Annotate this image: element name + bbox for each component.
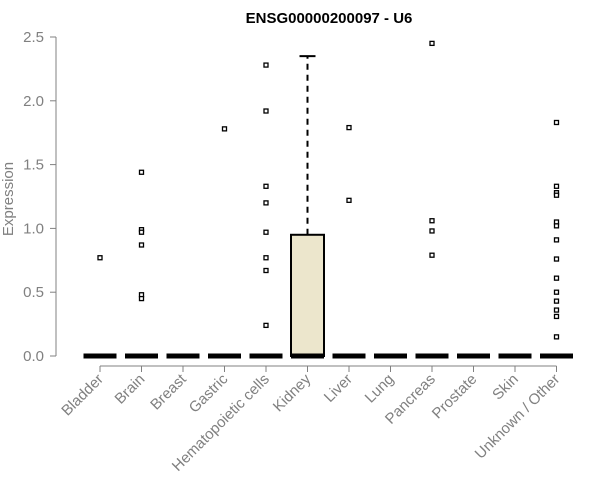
outlier-point bbox=[221, 126, 228, 132]
outlier-point bbox=[553, 183, 560, 189]
outliers-layer bbox=[97, 40, 560, 340]
x-tick-label: Lung bbox=[362, 371, 398, 407]
outlier-point bbox=[553, 307, 560, 313]
outlier-point bbox=[553, 256, 560, 262]
outlier-point bbox=[553, 192, 560, 198]
outlier-point bbox=[263, 255, 269, 261]
y-tick-label: 2.0 bbox=[23, 93, 44, 110]
y-axis-label: Expression bbox=[0, 162, 17, 236]
chart-title: ENSG00000200097 - U6 bbox=[246, 10, 413, 27]
x-tick-label: Skin bbox=[489, 371, 522, 404]
outlier-point bbox=[429, 252, 435, 258]
outlier-point bbox=[138, 229, 145, 235]
outlier-point bbox=[553, 298, 560, 304]
y-tick-label: 1.5 bbox=[23, 157, 44, 174]
boxes-layer bbox=[83, 55, 573, 359]
outlier-point bbox=[263, 229, 269, 235]
outlier-point bbox=[263, 267, 269, 274]
box-kidney bbox=[290, 55, 325, 359]
outlier-point bbox=[138, 169, 145, 175]
outlier-point bbox=[263, 183, 269, 189]
y-tick-label: 0.0 bbox=[23, 348, 44, 365]
outlier-point bbox=[346, 197, 352, 203]
outlier-point bbox=[263, 200, 269, 206]
x-tick-label: Liver bbox=[321, 371, 356, 406]
outlier-point bbox=[553, 289, 560, 295]
y-tick-label: 1.0 bbox=[23, 220, 44, 237]
x-tick-label: Bladder bbox=[58, 371, 107, 420]
outlier-point bbox=[263, 62, 269, 68]
outlier-point bbox=[553, 275, 560, 281]
outlier-point bbox=[553, 119, 560, 126]
box-body bbox=[290, 233, 325, 357]
x-tick-label: Kidney bbox=[270, 370, 315, 415]
outlier-point bbox=[263, 108, 269, 114]
outlier-point bbox=[429, 40, 435, 47]
outlier-point bbox=[138, 242, 145, 248]
y-tick-label: 0.5 bbox=[23, 284, 44, 301]
outlier-point bbox=[97, 255, 103, 261]
outlier-point bbox=[553, 313, 560, 320]
outlier-point bbox=[346, 124, 352, 131]
outlier-point bbox=[553, 223, 560, 229]
outlier-point bbox=[553, 237, 560, 243]
outlier-point bbox=[138, 295, 145, 302]
outlier-point bbox=[429, 228, 435, 234]
y-axis: 0.0 0.5 1.0 1.5 2.0 2.5 bbox=[23, 29, 57, 365]
x-tick-label: Brain bbox=[112, 371, 149, 408]
x-tick-label: Prostate bbox=[429, 371, 481, 423]
x-tick-label: Breast bbox=[147, 370, 190, 413]
outlier-point bbox=[553, 334, 560, 340]
y-tick-label: 2.5 bbox=[23, 29, 44, 46]
outlier-point bbox=[429, 218, 435, 224]
outlier-point bbox=[263, 322, 269, 329]
